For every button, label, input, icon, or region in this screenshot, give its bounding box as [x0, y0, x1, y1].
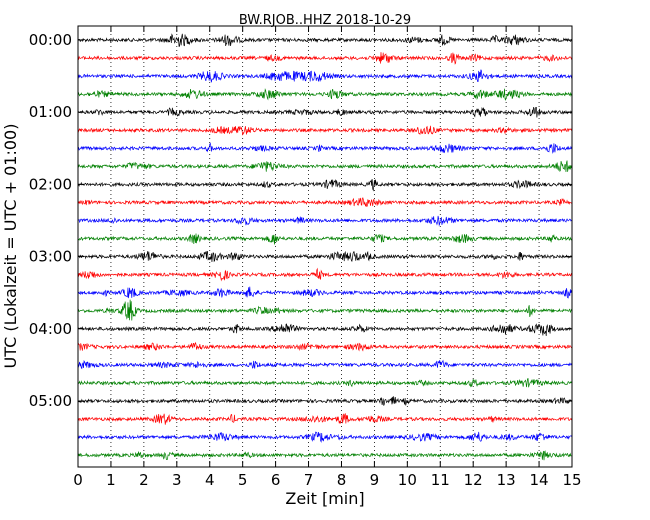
trace-10 — [77, 215, 573, 227]
x-tick-label: 4 — [205, 471, 215, 489]
x-tick-label: 10 — [398, 471, 417, 489]
chart-title: BW.RJOB..HHZ 2018-10-29 — [239, 13, 411, 28]
trace-11 — [77, 233, 573, 245]
x-axis-ticks: 0 1 2 3 4 5 6 7 8 9 10 11 12 13 14 15 — [73, 26, 582, 489]
x-tick-label: 13 — [497, 471, 516, 489]
x-tick-label: 8 — [337, 471, 347, 489]
y-tick-label: 04:00 — [29, 320, 72, 338]
trace-5 — [77, 125, 573, 136]
x-tick-label: 12 — [464, 471, 483, 489]
trace-13 — [77, 267, 573, 282]
trace-15 — [77, 299, 573, 321]
x-tick-label: 3 — [172, 471, 182, 489]
x-tick-label: 6 — [271, 471, 281, 489]
y-tick-label: 03:00 — [29, 248, 72, 266]
y-axis-ticks: 00:00 01:00 02:00 03:00 04:00 05:00 — [29, 31, 572, 410]
plot-frame — [77, 25, 573, 468]
x-tick-label: 2 — [139, 471, 149, 489]
trace-19 — [77, 378, 573, 388]
trace-3 — [77, 88, 573, 101]
trace-12 — [77, 250, 573, 263]
trace-22 — [77, 431, 573, 443]
trace-8 — [77, 178, 573, 192]
trace-23 — [77, 450, 573, 461]
seismogram-traces — [77, 33, 573, 461]
trace-2 — [77, 69, 573, 83]
x-tick-label: 7 — [304, 471, 314, 489]
trace-0 — [77, 33, 573, 47]
y-tick-label: 05:00 — [29, 392, 72, 410]
trace-6 — [77, 142, 573, 154]
x-tick-label: 14 — [530, 471, 549, 489]
y-axis-label: UTC (Lokalzeit = UTC + 01:00) — [1, 124, 20, 369]
x-tick-label: 0 — [73, 471, 83, 489]
x-tick-label: 11 — [431, 471, 450, 489]
x-tick-label: 1 — [106, 471, 116, 489]
trace-16 — [77, 323, 573, 337]
x-tick-label: 5 — [238, 471, 248, 489]
y-tick-label: 00:00 — [29, 31, 72, 49]
trace-18 — [77, 359, 573, 370]
trace-21 — [77, 413, 573, 425]
minute-gridlines — [110, 26, 540, 467]
y-tick-label: 02:00 — [29, 175, 72, 193]
trace-7 — [77, 160, 573, 173]
trace-17 — [77, 341, 573, 352]
trace-14 — [77, 286, 573, 299]
y-tick-label: 01:00 — [29, 103, 72, 121]
x-tick-label: 9 — [370, 471, 380, 489]
x-axis-label: Zeit [min] — [285, 489, 364, 508]
trace-1 — [77, 52, 573, 65]
trace-20 — [77, 396, 573, 406]
trace-4 — [77, 106, 573, 118]
x-tick-label: 15 — [562, 471, 581, 489]
trace-9 — [77, 197, 573, 207]
